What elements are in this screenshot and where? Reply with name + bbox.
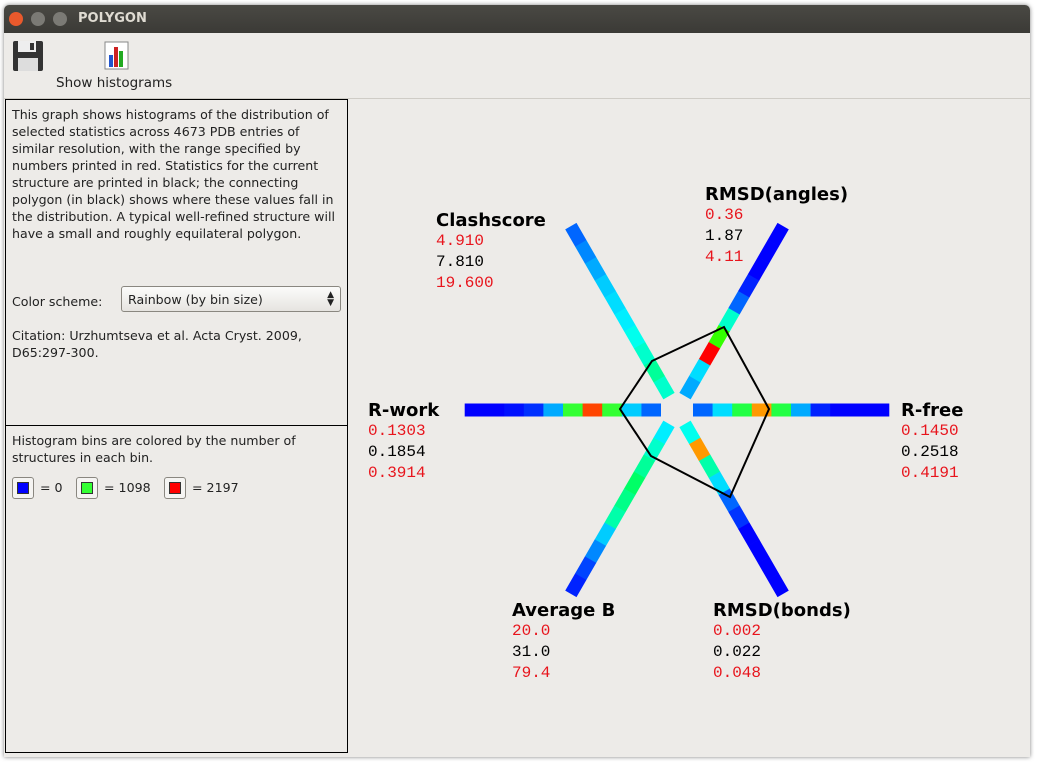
- histogram-bin: [698, 341, 721, 366]
- histogram-bin: [624, 324, 646, 349]
- window: POLYGON Show histograms This graph shows…: [4, 5, 1030, 757]
- info-panel: This graph shows histograms of the distr…: [5, 99, 348, 426]
- range-high: 0.4191: [901, 464, 959, 482]
- legend-text: Histogram bins are colored by the number…: [12, 433, 296, 465]
- histogram-bin: [698, 454, 721, 479]
- range-low: 20.0: [512, 622, 550, 640]
- title-bar: POLYGON: [4, 5, 1030, 33]
- current-value: 1.87: [705, 227, 743, 245]
- histogram-bin: [594, 273, 616, 298]
- toolbar-divider: [4, 98, 1030, 99]
- histogram-bin: [594, 522, 616, 547]
- current-value: 0.2518: [901, 443, 959, 461]
- legend-swatch: [169, 482, 181, 494]
- histogram-bin: [708, 324, 730, 349]
- histogram-bin: [747, 256, 770, 281]
- range-high: 0.048: [713, 664, 761, 682]
- histogram-bin: [643, 358, 665, 383]
- histogram-bin: [689, 437, 711, 462]
- color-scheme-select[interactable]: Rainbow (by bin size) ▲ ▼: [121, 286, 341, 312]
- legend-label: = 1098: [104, 480, 151, 495]
- current-value: 0.1854: [368, 443, 426, 461]
- axis-label: R-free: [901, 400, 963, 421]
- histogram-bin: [708, 471, 730, 496]
- axis-label: Average B: [512, 600, 615, 621]
- histogram-bin: [738, 273, 760, 298]
- histogram-bin: [604, 290, 626, 315]
- select-arrow: ▲ ▼: [327, 290, 334, 308]
- legend-label: = 0: [40, 480, 63, 495]
- histogram-bin: [584, 256, 607, 281]
- histogram-bin: [718, 307, 740, 332]
- histogram-bin: [604, 505, 626, 530]
- histogram-bin: [584, 539, 607, 564]
- close-button[interactable]: [9, 12, 23, 26]
- range-high: 19.600: [436, 274, 494, 292]
- minimize-button[interactable]: [31, 12, 45, 26]
- histogram-bin: [614, 488, 636, 513]
- histogram-bin: [679, 375, 701, 400]
- histogram-bin: [565, 573, 587, 598]
- range-low: 0.002: [713, 622, 761, 640]
- legend-panel: Histogram bins are colored by the number…: [5, 425, 348, 753]
- description: This graph shows histograms of the distr…: [12, 107, 335, 241]
- histogram-bin: [757, 239, 779, 264]
- range-low: 0.1303: [368, 422, 426, 440]
- legend-label: = 2197: [192, 480, 239, 495]
- save-icon[interactable]: [12, 39, 46, 73]
- range-low: 0.36: [705, 206, 743, 224]
- maximize-button[interactable]: [53, 12, 67, 26]
- histogram-bin: [614, 307, 636, 332]
- histogram-bin: [575, 239, 597, 264]
- current-value: 0.022: [713, 643, 761, 661]
- legend-swatch: [17, 482, 29, 494]
- toolbar-button-label[interactable]: Show histograms: [56, 75, 173, 91]
- histogram-bin: [757, 556, 779, 581]
- legend-swatch-box: [76, 477, 98, 499]
- axis-label: R-work: [368, 400, 440, 421]
- color-scheme-value: Rainbow (by bin size): [128, 292, 263, 307]
- current-value: 31.0: [512, 643, 550, 661]
- range-low: 4.910: [436, 232, 484, 250]
- histogram-bin: [679, 420, 701, 445]
- range-low: 0.1450: [901, 422, 959, 440]
- axis-label: RMSD(angles): [705, 184, 848, 205]
- histogram-bin: [689, 358, 711, 383]
- polygon: [618, 325, 771, 499]
- range-high: 79.4: [512, 664, 550, 682]
- legend-swatch-box: [164, 477, 186, 499]
- axis-label: RMSD(bonds): [713, 600, 851, 621]
- range-high: 0.3914: [368, 464, 426, 482]
- window-title: POLYGON: [78, 11, 147, 26]
- histogram-bin: [624, 471, 646, 496]
- histogram-bin: [575, 556, 597, 581]
- histogram-bin: [653, 375, 675, 400]
- histogram-bin: [653, 420, 675, 445]
- histogram-bin: [728, 290, 750, 315]
- histogram-bin: [565, 222, 587, 247]
- histogram-bin: [738, 522, 760, 547]
- current-value: 7.810: [436, 253, 484, 271]
- range-high: 4.11: [705, 248, 743, 266]
- axis-label: Clashscore: [436, 210, 546, 231]
- citation: Citation: Urzhumtseva et al. Acta Cryst.…: [12, 328, 302, 360]
- histogram-bin: [633, 454, 656, 479]
- histogram-icon[interactable]: [104, 41, 130, 71]
- histogram-bin: [633, 341, 656, 366]
- histogram-bin: [747, 539, 770, 564]
- histogram-bin: [767, 222, 789, 247]
- color-scheme-label: Color scheme:: [12, 294, 103, 309]
- legend-swatch: [81, 482, 93, 494]
- histogram-bin: [767, 573, 789, 598]
- histogram-bin: [728, 505, 750, 530]
- legend-swatch-box: [12, 477, 34, 499]
